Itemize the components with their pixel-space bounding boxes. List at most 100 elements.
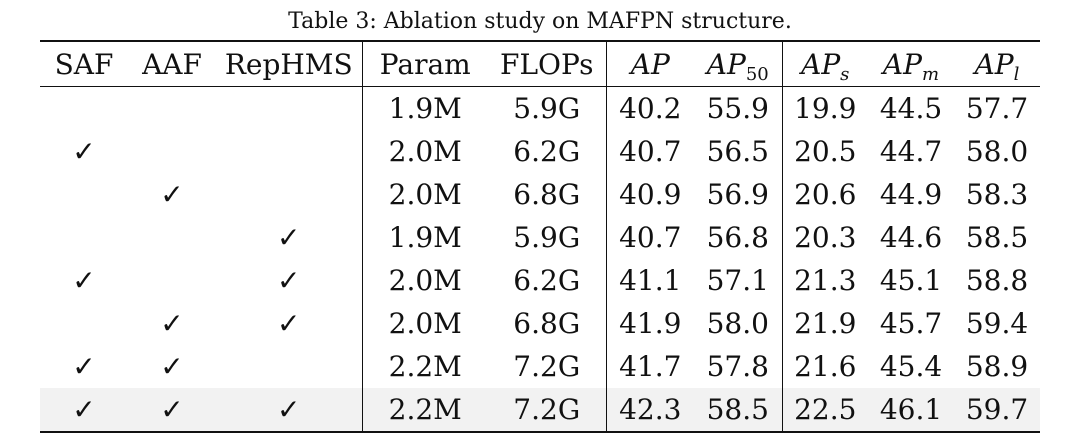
cell-ap: 41.7 — [605, 345, 694, 388]
cell-ap: 40.7 — [605, 216, 694, 259]
cell-rephms — [216, 87, 362, 131]
cell-apl: 57.7 — [965, 92, 1029, 125]
header-ap50-base: AP — [706, 47, 746, 81]
cell-flops: 6.8G — [513, 307, 581, 340]
header-ap50-sub: 50 — [745, 63, 769, 85]
cell-apm: 45.1 — [879, 264, 943, 297]
header-aps-sub: s — [840, 63, 850, 85]
cell-saf: ✓ — [40, 388, 128, 432]
cell-ap50: 57.1 — [706, 264, 769, 297]
cell-ap: 41.1 — [605, 259, 694, 302]
cell-apl: 58.8 — [965, 264, 1029, 297]
header-apm: APm — [868, 41, 954, 87]
table-row: 1.9M 5.9G 40.2 55.9 19.9 44.5 57.7 — [40, 86, 1040, 131]
cell-aaf: ✓ — [160, 350, 184, 383]
cell-apl: 59.4 — [965, 307, 1029, 340]
header-ap50: AP50 — [694, 41, 782, 87]
header-aaf: AAF — [142, 47, 202, 81]
header-row: SAF AAF RepHMS Param FLOPs AP AP50 APs A… — [40, 41, 1040, 87]
cell-saf: ✓ — [72, 135, 96, 168]
header-apl-sub: l — [1013, 63, 1020, 85]
header-apl-base: AP — [974, 47, 1014, 81]
cell-rephms: ✓ — [216, 388, 362, 432]
cell-rephms: ✓ — [277, 264, 301, 297]
cell-flops: 5.9G — [513, 92, 581, 125]
cell-aaf — [128, 259, 216, 302]
cell-ap: 40.7 — [605, 130, 694, 173]
cell-saf — [40, 173, 128, 216]
cell-param: 2.0M — [361, 259, 488, 302]
table-caption: Table 3: Ablation study on MAFPN structu… — [288, 9, 792, 34]
header-aps-base: AP — [801, 47, 841, 81]
cell-param: 2.0M — [361, 130, 488, 173]
cell-ap50: 56.5 — [706, 135, 769, 168]
table-row: ✓ ✓ 2.0M 6.2G 41.1 57.1 21.3 45.1 58.8 — [40, 259, 1040, 302]
cell-ap50: 58.5 — [694, 388, 782, 432]
cell-rephms — [216, 130, 362, 173]
cell-ap: 40.2 — [605, 86, 694, 130]
cell-param: 2.0M — [361, 302, 488, 345]
cell-ap50: 57.8 — [706, 350, 769, 383]
cell-ap50: 56.8 — [706, 221, 769, 254]
cell-saf — [40, 216, 128, 259]
cell-param: 1.9M — [361, 86, 488, 130]
cell-aps: 20.6 — [781, 173, 868, 216]
cell-aaf — [128, 130, 216, 173]
table-row: ✓ 2.0M 6.8G 40.9 56.9 20.6 44.9 58.3 — [40, 173, 1040, 216]
cell-flops: 7.2G — [488, 388, 606, 432]
cell-apl: 58.0 — [965, 135, 1029, 168]
header-param: Param — [361, 41, 488, 87]
cell-apm: 45.4 — [879, 350, 943, 383]
cell-ap50: 58.0 — [706, 307, 769, 340]
ablation-table: SAF AAF RepHMS Param FLOPs AP AP50 APs A… — [40, 40, 1040, 433]
cell-rephms: ✓ — [277, 221, 301, 254]
cell-saf — [40, 302, 128, 345]
cell-apl: 59.7 — [954, 388, 1040, 432]
cell-apm: 46.1 — [868, 388, 954, 432]
ablation-table-container: SAF AAF RepHMS Param FLOPs AP AP50 APs A… — [40, 40, 1040, 433]
cell-param: 2.2M — [361, 388, 488, 432]
table-row: ✓ 1.9M 5.9G 40.7 56.8 20.3 44.6 58.5 — [40, 216, 1040, 259]
header-flops: FLOPs — [500, 47, 594, 81]
cell-saf: ✓ — [72, 350, 96, 383]
cell-aaf: ✓ — [160, 178, 184, 211]
header-aps: APs — [781, 41, 868, 87]
cell-ap50: 56.9 — [706, 178, 769, 211]
cell-param: 2.0M — [361, 173, 488, 216]
cell-apl: 58.9 — [965, 350, 1029, 383]
header-apm-base: AP — [882, 47, 922, 81]
table-row: ✓ ✓ 2.0M 6.8G 41.9 58.0 21.9 45.7 59.4 — [40, 302, 1040, 345]
cell-aps: 19.9 — [781, 86, 868, 130]
cell-apm: 44.6 — [879, 221, 943, 254]
header-apm-sub: m — [921, 63, 940, 85]
cell-ap: 41.9 — [605, 302, 694, 345]
cell-apm: 44.7 — [879, 135, 943, 168]
cell-flops: 6.2G — [513, 264, 581, 297]
table-row: ✓ 2.0M 6.2G 40.7 56.5 20.5 44.7 58.0 — [40, 130, 1040, 173]
cell-aps: 20.5 — [781, 130, 868, 173]
header-saf: SAF — [54, 47, 114, 81]
table-row: ✓ ✓ 2.2M 7.2G 41.7 57.8 21.6 45.4 58.9 — [40, 345, 1040, 388]
cell-param: 2.2M — [361, 345, 488, 388]
cell-aaf: ✓ — [160, 307, 184, 340]
cell-aps: 21.3 — [781, 259, 868, 302]
cell-rephms — [216, 345, 362, 388]
cell-flops: 5.9G — [513, 221, 581, 254]
cell-param: 1.9M — [361, 216, 488, 259]
cell-apl: 58.3 — [965, 178, 1029, 211]
header-apl: APl — [954, 41, 1040, 87]
cell-apm: 44.9 — [879, 178, 943, 211]
cell-apl: 58.5 — [965, 221, 1029, 254]
cell-aaf — [128, 87, 216, 131]
cell-flops: 7.2G — [513, 350, 581, 383]
cell-aps: 22.5 — [781, 388, 868, 432]
cell-aaf: ✓ — [128, 388, 216, 432]
cell-ap: 40.9 — [605, 173, 694, 216]
cell-rephms — [216, 173, 362, 216]
cell-aps: 20.3 — [781, 216, 868, 259]
cell-ap: 42.3 — [605, 388, 694, 432]
cell-apm: 44.5 — [879, 92, 943, 125]
cell-flops: 6.2G — [513, 135, 581, 168]
cell-aps: 21.6 — [781, 345, 868, 388]
cell-ap50: 55.9 — [706, 92, 769, 125]
